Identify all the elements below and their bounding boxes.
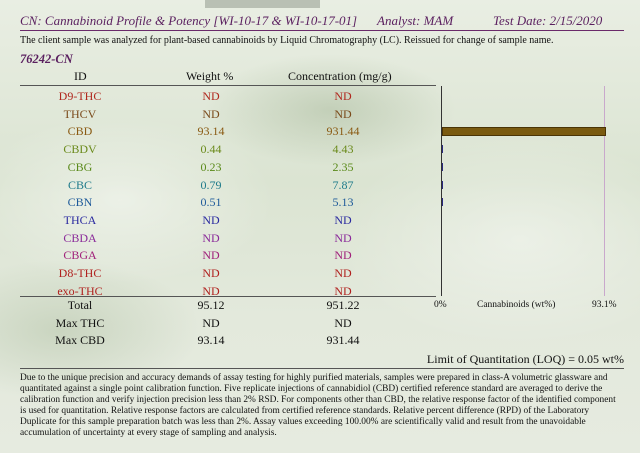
analyte-concentration: ND (334, 212, 352, 227)
analyte-name: CBGA (63, 248, 97, 263)
analyte-weight: ND (202, 212, 220, 227)
col-header-weight: Weight % (186, 69, 234, 83)
table-row: D8-THC ND ND (0, 265, 440, 283)
table-row: D9-THC ND ND (0, 88, 440, 106)
analyte-weight: ND (202, 106, 220, 121)
table-row: CBN 0.51 5.13 (0, 194, 440, 212)
table-row: exo-THC ND ND (0, 283, 440, 301)
analyte-weight: 0.23 (200, 159, 222, 174)
analyte-concentration: 4.43 (332, 142, 354, 157)
analyte-concentration: ND (334, 106, 352, 121)
analyte-weight: ND (202, 89, 220, 103)
method-note: The client sample was analyzed for plant… (20, 35, 554, 46)
table-row: THCV ND ND (0, 106, 440, 124)
analyte-weight: ND (202, 283, 220, 298)
table-bottom-divider (20, 296, 436, 297)
header-image-fragment (205, 0, 320, 8)
analyte-name: CBG (67, 159, 93, 174)
analyte-concentration: 5.13 (332, 195, 354, 210)
analyte-weight: ND (202, 248, 220, 263)
col-header-concentration: Concentration (mg/g) (288, 69, 392, 83)
totals-weight: ND (202, 315, 220, 330)
chart-bar-cbd (442, 127, 607, 137)
analyte-weight: 0.44 (200, 142, 222, 157)
analyte-concentration: ND (334, 89, 352, 103)
table-row: THCA ND ND (0, 212, 440, 230)
analyte-name: THCV (63, 106, 97, 121)
report-header: CN: Cannabinoid Profile & Potency [WI-10… (20, 12, 624, 31)
analyte-concentration: ND (334, 248, 352, 263)
loq-divider (20, 368, 624, 369)
header-divider (20, 85, 436, 86)
table-row: CBDV 0.44 4.43 (0, 141, 440, 159)
analyte-name: exo-THC (57, 283, 103, 298)
analyte-name: CBDA (63, 230, 97, 245)
table-row: CBD 93.14 931.44 (0, 123, 440, 141)
analyte-name: CBD (67, 124, 93, 139)
totals-weight: 93.14 (197, 333, 225, 347)
analyte-weight: ND (202, 230, 220, 245)
method-description: Due to the unique precision and accuracy… (20, 373, 616, 439)
analyte-name: D9-THC (58, 89, 102, 103)
test-date-label: Test Date: 2/15/2020 (493, 13, 603, 28)
totals-row: Max CBD 93.14 931.44 (0, 333, 440, 350)
chart-max-line (604, 86, 605, 296)
table-row: CBGA ND ND (0, 247, 440, 265)
loq-label: Limit of Quantitation (LOQ) = 0.05 wt% (426, 352, 624, 366)
totals-weight: 95.12 (197, 298, 225, 312)
chart-min-label: 0% (434, 300, 447, 310)
col-header-id: ID (74, 69, 87, 83)
analyte-name: CBDV (63, 142, 97, 157)
chart-max-label: 93.1% (592, 300, 617, 310)
chart-bar-cbdv (442, 145, 443, 154)
chart-bar-cbc (442, 180, 444, 189)
analyte-weight: 0.79 (200, 177, 222, 192)
analyte-concentration: 931.44 (326, 124, 360, 139)
totals-label: Max CBD (55, 333, 105, 347)
sample-id: 76242-CN (20, 52, 73, 66)
chart-bar-cbg (442, 162, 443, 171)
totals-label: Max THC (55, 315, 105, 330)
totals-row: Max THC ND ND (0, 316, 440, 333)
analyte-name: D8-THC (58, 266, 102, 280)
analyte-concentration: ND (334, 283, 352, 298)
report-title: CN: Cannabinoid Profile & Potency [WI-10… (20, 13, 358, 28)
analyte-concentration: ND (334, 266, 352, 280)
analyte-concentration: ND (334, 230, 352, 245)
analyte-weight: ND (202, 266, 220, 280)
totals-concentration: 931.44 (326, 333, 360, 347)
totals-row: Total 95.12 951.22 (0, 298, 440, 315)
analyte-name: CBC (67, 177, 93, 192)
analyte-weight: 0.51 (200, 195, 222, 210)
analyst-label: Analyst: MAM (377, 13, 454, 28)
cannabinoid-bar-chart (441, 86, 608, 296)
analyte-concentration: 7.87 (332, 177, 354, 192)
totals-concentration: 951.22 (326, 298, 360, 312)
analyte-name: CBN (67, 195, 93, 210)
analyte-weight: 93.14 (197, 124, 225, 139)
totals-concentration: ND (334, 315, 352, 330)
totals-label: Total (67, 298, 93, 312)
table-row: CBG 0.23 2.35 (0, 159, 440, 177)
analyte-name: THCA (63, 212, 97, 227)
analyte-concentration: 2.35 (332, 159, 354, 174)
table-row: CBDA ND ND (0, 230, 440, 248)
chart-bar-cbn (442, 198, 443, 207)
table-row: CBC 0.79 7.87 (0, 177, 440, 195)
chart-axis-label: Cannabinoids (wt%) (477, 300, 556, 310)
